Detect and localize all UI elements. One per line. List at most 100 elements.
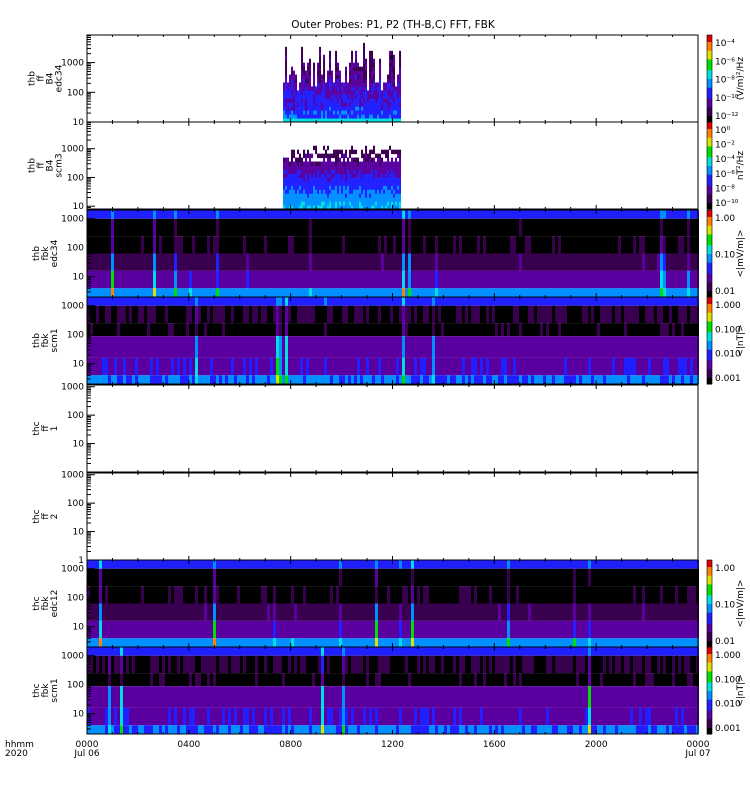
spectrogram-cell	[381, 375, 384, 384]
spectrogram-cell	[339, 197, 341, 201]
spectrogram-cell	[381, 185, 383, 189]
spectrogram-cell	[385, 154, 387, 158]
spectrogram-cell	[522, 306, 525, 323]
spectrogram-cell	[351, 185, 353, 189]
spectrogram-cell	[630, 288, 633, 297]
spectrogram-cell	[537, 358, 540, 375]
spectrogram-cell	[399, 210, 402, 219]
spectrogram-cell	[552, 219, 555, 236]
spectrogram-cell	[456, 254, 459, 271]
spectrogram-cell	[201, 288, 204, 297]
panel-label: thbfbkscm1	[32, 328, 60, 352]
spectrogram-cell	[108, 271, 111, 288]
spectrogram-cell	[288, 306, 291, 323]
spectrogram-cell	[237, 323, 240, 336]
spectrogram-cell	[492, 254, 495, 271]
spectrogram-cell	[543, 271, 546, 288]
spectrogram-cell	[311, 162, 313, 166]
spectrogram-cell	[219, 586, 222, 603]
spectrogram-cell	[291, 288, 294, 297]
spectrogram-cell	[522, 288, 525, 297]
spectrogram-cell	[660, 358, 663, 375]
spectrogram-cell	[435, 306, 438, 323]
spectrogram-cell	[171, 358, 174, 375]
spectrogram-cell	[678, 288, 681, 297]
spectrogram-cell	[504, 254, 507, 271]
spectrogram-cell	[153, 323, 156, 336]
spectrogram-cell	[159, 604, 162, 621]
spectrogram-cell	[289, 86, 291, 90]
spectrogram-cell	[341, 82, 343, 86]
spectrogram-cell	[255, 375, 258, 384]
spectrogram-cell	[351, 254, 354, 271]
spectrogram-cell	[383, 110, 385, 114]
spectrogram-cell	[375, 86, 377, 90]
y-tick-label: 100	[67, 244, 84, 254]
spectrogram-cell	[366, 358, 369, 375]
spectrogram-cell	[360, 288, 363, 297]
spectrogram-cell	[186, 254, 189, 271]
spectrogram-cell	[288, 254, 291, 271]
spectrogram-cell	[510, 254, 513, 271]
spectrogram-cell	[323, 185, 325, 189]
spectrogram-cell	[319, 201, 321, 205]
spectrogram-cell	[249, 271, 252, 288]
spectrogram-cell	[660, 306, 663, 323]
spectrogram-cell	[621, 254, 624, 271]
spectrogram-cell	[270, 306, 273, 323]
spectrogram-cell	[252, 560, 255, 569]
spectrogram-cell	[609, 323, 612, 336]
spectrogram-cell	[246, 621, 249, 638]
spectrogram-cell	[144, 375, 147, 384]
spectrogram-cell	[276, 271, 279, 288]
spectrogram-cell	[225, 569, 228, 586]
spectrogram-cell	[105, 638, 108, 647]
spectrogram-cell	[323, 114, 325, 118]
spectrogram-cell	[327, 323, 330, 336]
spectrogram-cell	[669, 336, 672, 358]
spectrogram-cell	[383, 185, 385, 189]
spectrogram-cell	[354, 219, 357, 236]
spectrogram-cell	[255, 560, 258, 569]
spectrogram-cell	[114, 219, 117, 236]
spectrogram-cell	[371, 150, 373, 154]
spectrogram-cell	[411, 219, 414, 236]
spectrogram-cell	[351, 288, 354, 297]
spectrogram-cell	[369, 114, 371, 118]
spectrogram-cell	[324, 306, 327, 323]
spectrogram-cell	[353, 110, 355, 114]
spectrogram-cell	[306, 358, 309, 375]
spectrogram-cell	[219, 323, 222, 336]
spectrogram-cell	[337, 98, 339, 102]
spectrogram-cell	[237, 336, 240, 358]
spectrogram-cell	[402, 288, 405, 297]
spectrogram-cell	[459, 358, 462, 375]
spectrogram-cell	[361, 114, 363, 118]
spectrogram-cell	[456, 336, 459, 358]
spectrogram-cell	[267, 271, 270, 288]
spectrogram-cell	[90, 210, 93, 219]
spectrogram-cell	[240, 336, 243, 358]
spectrogram-cell	[93, 604, 96, 621]
spectrogram-cell	[156, 375, 159, 384]
spectrogram-cell	[301, 55, 303, 59]
spectrogram-cell	[435, 336, 438, 358]
spectrogram-cell	[105, 297, 108, 306]
spectrogram-cell	[147, 375, 150, 384]
spectrogram-cell	[345, 336, 348, 358]
spectrogram-cell	[171, 323, 174, 336]
spectrogram-cell	[261, 297, 264, 306]
spectrogram-cell	[558, 271, 561, 288]
spectrogram-cell	[391, 90, 393, 94]
spectrogram-cell	[585, 375, 588, 384]
spectrogram-cell	[329, 86, 331, 90]
spectrogram-cell	[348, 236, 351, 253]
spectrogram-cell	[498, 297, 501, 306]
spectrogram-cell	[371, 86, 373, 90]
spectrogram-cell	[216, 306, 219, 323]
spectrogram-cell	[531, 271, 534, 288]
spectrogram-cell	[311, 90, 313, 94]
spectrogram-cell	[307, 189, 309, 193]
spectrogram-cell	[363, 51, 365, 55]
spectrogram-cell	[609, 210, 612, 219]
